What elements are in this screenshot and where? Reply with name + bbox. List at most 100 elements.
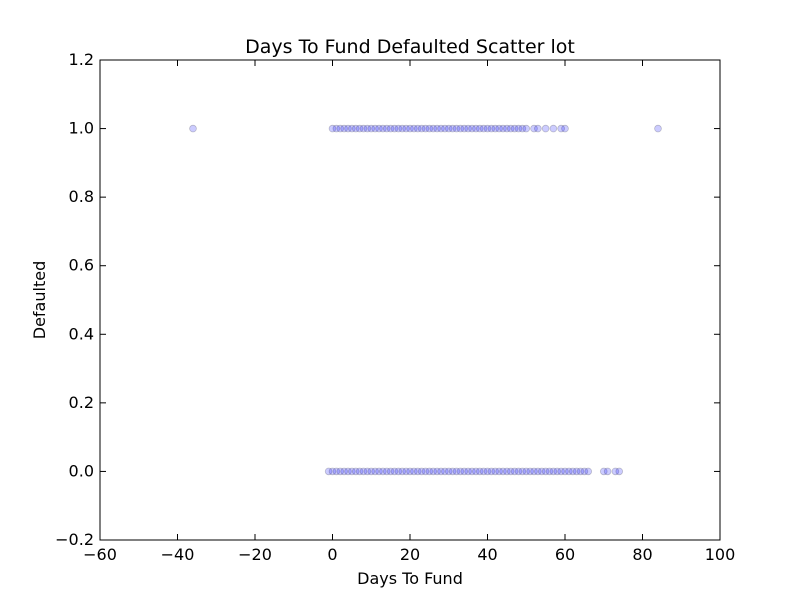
data-point xyxy=(518,124,527,133)
y-tick-label: 0.0 xyxy=(69,461,94,480)
data-point xyxy=(549,467,558,476)
data-point xyxy=(565,467,573,476)
data-point xyxy=(468,124,476,133)
data-point xyxy=(375,124,383,133)
data-point xyxy=(503,124,511,133)
data-point xyxy=(398,467,407,476)
data-point xyxy=(344,124,352,133)
data-point xyxy=(537,467,546,476)
data-point xyxy=(375,467,383,476)
data-point xyxy=(363,124,372,133)
data-point xyxy=(413,124,422,133)
data-point xyxy=(475,467,484,476)
data-point xyxy=(464,467,472,476)
y-axis-label: Defaulted xyxy=(30,261,49,339)
y-tick-label: 0.4 xyxy=(69,324,94,343)
data-point xyxy=(495,124,503,133)
x-tick-label: 20 xyxy=(400,545,420,564)
data-point xyxy=(615,467,624,476)
data-point xyxy=(444,467,453,476)
data-point xyxy=(348,124,356,133)
data-point xyxy=(472,467,480,476)
data-point xyxy=(386,467,395,476)
data-point xyxy=(433,124,441,133)
data-point xyxy=(553,467,562,476)
data-point xyxy=(452,124,461,133)
data-point xyxy=(410,124,418,133)
data-point xyxy=(336,124,345,133)
data-point xyxy=(495,467,503,476)
data-point xyxy=(433,467,441,476)
data-point xyxy=(328,467,337,476)
data-point xyxy=(382,467,391,476)
data-point xyxy=(367,467,376,476)
data-point xyxy=(406,467,414,476)
data-point xyxy=(487,124,496,133)
data-point xyxy=(448,467,457,476)
data-point xyxy=(390,124,399,133)
data-point xyxy=(510,124,519,133)
x-tick-label: 100 xyxy=(705,545,736,564)
data-point xyxy=(530,124,538,133)
x-tick-label: 60 xyxy=(555,545,575,564)
data-point xyxy=(479,124,488,133)
data-point xyxy=(518,467,527,476)
data-point xyxy=(568,467,577,476)
data-point xyxy=(328,124,337,133)
plot-frame xyxy=(99,59,721,541)
data-point xyxy=(441,124,449,133)
x-tick-label: −40 xyxy=(161,545,195,564)
data-point xyxy=(491,467,500,476)
data-point xyxy=(456,467,465,476)
data-point xyxy=(522,467,531,476)
data-point xyxy=(340,467,348,476)
data-point xyxy=(460,124,469,133)
data-point xyxy=(417,124,426,133)
data-point xyxy=(479,467,488,476)
data-point xyxy=(379,124,387,133)
data-point xyxy=(522,124,531,133)
x-tick-label: −60 xyxy=(83,545,117,564)
data-point xyxy=(611,467,620,476)
data-point xyxy=(363,467,372,476)
data-point xyxy=(425,124,434,133)
data-point xyxy=(499,124,507,133)
data-point xyxy=(456,124,465,133)
x-tick-label: −20 xyxy=(238,545,272,564)
data-point xyxy=(413,467,422,476)
data-point xyxy=(425,467,434,476)
x-axis-label: Days To Fund xyxy=(357,569,463,588)
data-point xyxy=(410,467,418,476)
data-point xyxy=(475,124,484,133)
data-point xyxy=(534,467,542,476)
data-points xyxy=(189,124,662,476)
data-point xyxy=(402,124,410,133)
data-point xyxy=(549,124,558,133)
data-point xyxy=(406,124,414,133)
data-point xyxy=(351,124,360,133)
data-point xyxy=(483,467,492,476)
data-point xyxy=(367,124,376,133)
chart-title: Days To Fund Defaulted Scatter lot xyxy=(245,36,575,58)
data-point xyxy=(541,467,550,476)
data-point xyxy=(541,124,550,133)
data-point xyxy=(483,124,492,133)
data-point xyxy=(344,467,352,476)
data-point xyxy=(654,124,662,133)
data-point xyxy=(394,124,403,133)
data-point xyxy=(599,467,608,476)
data-point xyxy=(561,124,569,133)
y-tick-label: −0.2 xyxy=(55,530,94,549)
y-tick-label: 0.8 xyxy=(69,187,94,206)
data-point xyxy=(421,124,430,133)
data-point xyxy=(557,124,565,133)
data-point xyxy=(371,467,379,476)
data-point xyxy=(514,124,523,133)
data-point xyxy=(576,467,585,476)
data-point xyxy=(545,467,554,476)
data-point xyxy=(460,467,469,476)
data-point xyxy=(506,467,515,476)
data-point xyxy=(506,124,515,133)
data-point xyxy=(355,467,364,476)
